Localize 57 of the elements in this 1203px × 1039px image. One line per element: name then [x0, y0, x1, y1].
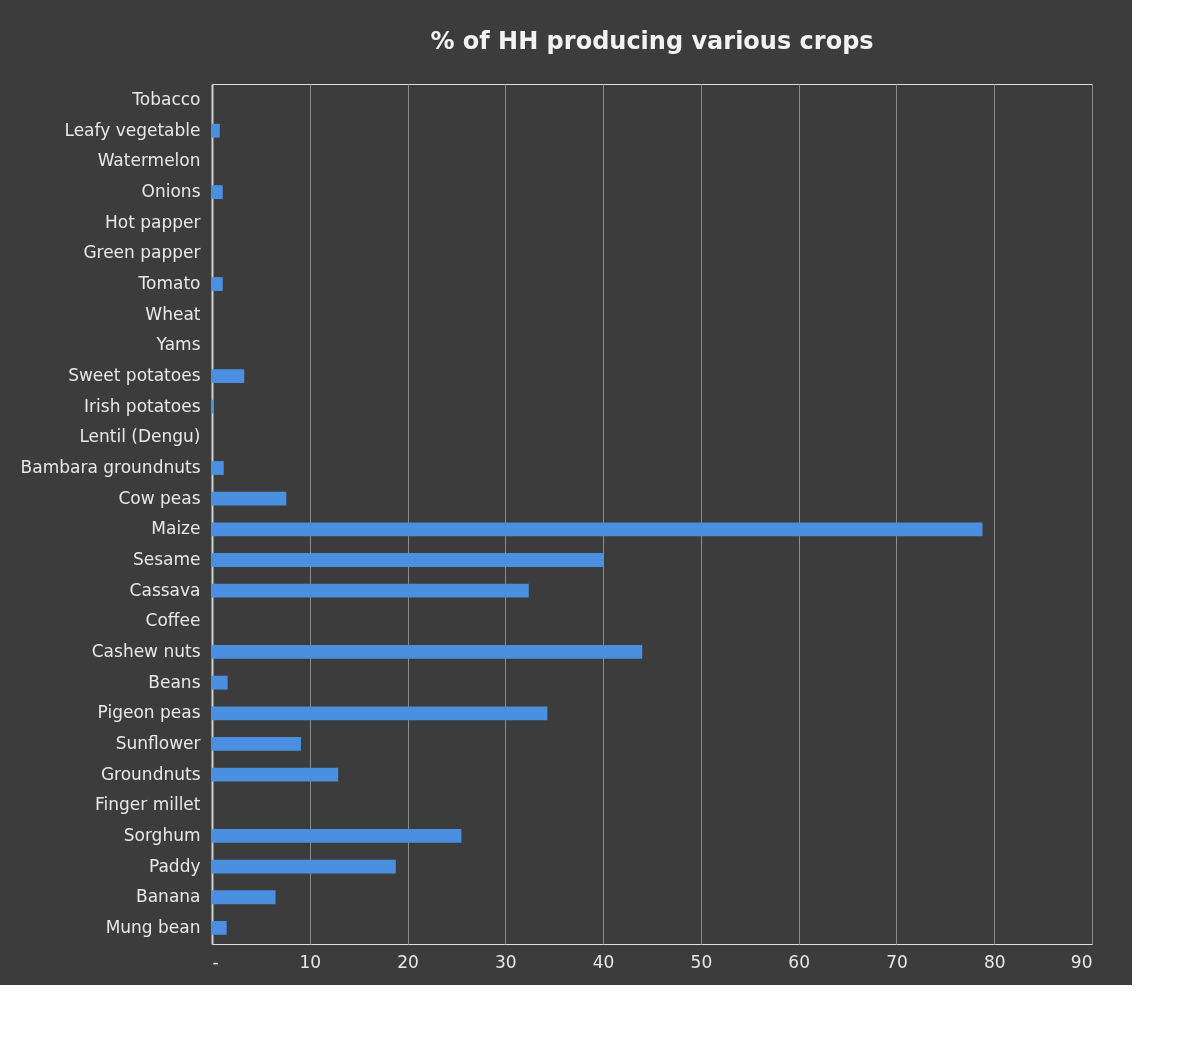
y-tick-label: Sorghum	[123, 824, 201, 845]
y-tick-label: Irish potatoes	[84, 395, 201, 416]
bar	[212, 522, 983, 537]
x-tick-label: 90	[1070, 951, 1093, 972]
bar	[212, 706, 548, 721]
bar	[212, 277, 223, 291]
y-tick-label: Cow peas	[118, 487, 201, 508]
y-tick-label: Bambara groundnuts	[20, 457, 201, 478]
y-tick-label: Tomato	[137, 273, 201, 294]
bar	[212, 921, 227, 935]
x-tick-label: 20	[397, 951, 419, 972]
bar	[212, 890, 276, 905]
y-tick-label: Pigeon peas	[97, 702, 201, 723]
y-tick-label: Finger millet	[94, 794, 201, 815]
y-tick-label: Sunflower	[115, 732, 201, 753]
y-tick-label: Maize	[151, 518, 201, 539]
y-tick-label: Beans	[148, 671, 201, 692]
y-tick-label: Watermelon	[97, 150, 201, 171]
y-tick-label: Paddy	[148, 855, 201, 876]
bar	[212, 859, 396, 874]
bar	[212, 185, 223, 199]
y-tick-label: Groundnuts	[100, 763, 201, 784]
x-tick-label: 30	[495, 951, 517, 972]
bar	[212, 675, 228, 690]
y-tick-label: Lentil (Dengu)	[79, 426, 201, 447]
bar	[212, 737, 301, 751]
bar	[212, 461, 224, 475]
bar	[212, 553, 604, 567]
x-tick-label: 50	[690, 951, 713, 972]
y-tick-label: Tobacco	[131, 89, 201, 110]
bar	[212, 491, 287, 506]
y-tick-label: Cashew nuts	[91, 640, 201, 661]
x-tick-label: 40	[592, 951, 615, 972]
y-tick-label: Banana	[136, 886, 201, 907]
bar	[212, 123, 220, 138]
y-tick-label: Green papper	[83, 242, 201, 263]
bar	[212, 767, 339, 782]
y-tick-label: Wheat	[145, 303, 201, 324]
y-tick-label: Onions	[141, 181, 201, 202]
y-tick-label: Cassava	[129, 579, 201, 600]
x-tick-label: 10	[299, 951, 322, 972]
y-tick-label: Sesame	[132, 548, 201, 569]
y-tick-label: Sweet potatoes	[68, 365, 201, 386]
x-tick-label: 60	[788, 951, 810, 972]
x-tick-label: -	[212, 951, 219, 972]
chart-title: % of HH producing various crops	[430, 27, 874, 55]
y-tick-label: Hot papper	[105, 211, 201, 232]
y-tick-label: Leafy vegetable	[64, 119, 201, 140]
y-tick-label: Mung bean	[105, 916, 201, 937]
y-tick-label: Coffee	[145, 610, 201, 631]
bar	[212, 645, 643, 659]
bar	[212, 369, 245, 383]
bar	[212, 583, 529, 598]
y-tick-label: Yams	[155, 334, 201, 355]
x-tick-label: 80	[983, 951, 1006, 972]
bar	[212, 829, 462, 843]
x-tick-label: 70	[886, 951, 908, 972]
